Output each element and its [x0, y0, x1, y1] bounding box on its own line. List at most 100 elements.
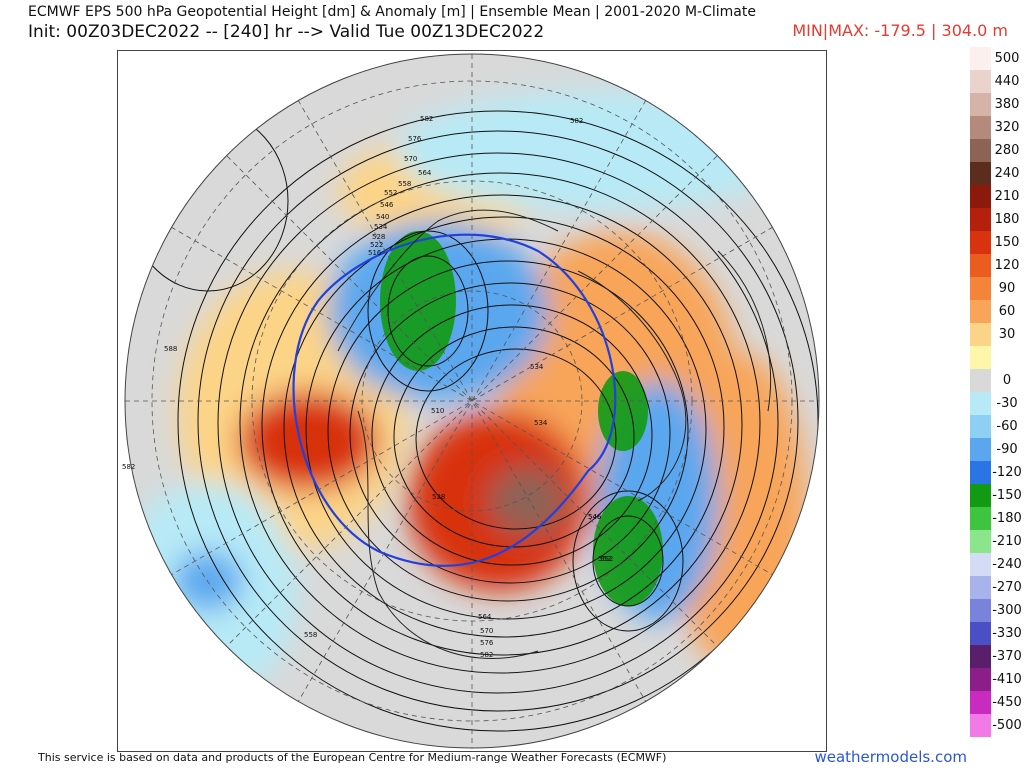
legend-swatch	[970, 530, 991, 553]
legend-entry: 180	[970, 208, 1022, 231]
polar-map: 582 576 570 564 558 552 546 540 534 528 …	[117, 50, 827, 752]
legend-swatch	[970, 231, 991, 254]
legend-label: 90	[998, 281, 1016, 296]
legend-swatch	[970, 438, 991, 461]
legend-swatch	[970, 553, 991, 576]
legend-swatch	[970, 369, 991, 392]
legend-entry: -30	[970, 392, 1022, 415]
legend-swatch	[970, 461, 991, 484]
legend-entry: 280	[970, 139, 1022, 162]
legend-label: -210	[992, 534, 1022, 549]
legend-label: -240	[992, 557, 1022, 572]
legend-label: 120	[994, 258, 1020, 273]
legend-entry: -330	[970, 622, 1022, 645]
legend-swatch	[970, 668, 991, 691]
legend-entry: 30	[970, 323, 1022, 346]
contour-label: 582	[570, 117, 583, 125]
legend-swatch	[970, 277, 991, 300]
legend-swatch	[970, 645, 991, 668]
contour-label: 516	[368, 249, 382, 257]
legend-entry: 150	[970, 231, 1022, 254]
contour-label: 564	[478, 613, 492, 621]
contour-label: 570	[480, 627, 493, 635]
min-max-readout: MIN|MAX: -179.5 | 304.0 m	[792, 21, 1008, 40]
legend-swatch	[970, 116, 991, 139]
legend-swatch	[970, 392, 991, 415]
legend-swatch	[970, 300, 991, 323]
legend-swatch	[970, 415, 991, 438]
legend-swatch	[970, 507, 991, 530]
legend-label: 180	[994, 212, 1020, 227]
legend-entry: -180	[970, 507, 1022, 530]
contour-label: 564	[418, 169, 432, 177]
legend-swatch	[970, 599, 991, 622]
legend-entry: 0	[970, 369, 1022, 392]
legend-entry: -210	[970, 530, 1022, 553]
legend-entry: -500	[970, 714, 1022, 737]
legend-swatch	[970, 346, 991, 369]
legend-entry: -370	[970, 645, 1022, 668]
anomaly-negative-east	[398, 91, 798, 211]
legend-entry: 60	[970, 300, 1022, 323]
contour-label: 576	[480, 639, 494, 647]
legend-swatch	[970, 714, 991, 737]
legend-label: -30	[996, 396, 1018, 411]
anomaly-green-1	[380, 231, 456, 371]
legend-entry: -410	[970, 668, 1022, 691]
legend-label: 500	[994, 51, 1020, 66]
contour-label: 570	[404, 155, 417, 163]
contour-label: 582	[122, 463, 135, 471]
anomaly-green-3	[593, 496, 663, 606]
legend-label: 320	[994, 120, 1020, 135]
legend-swatch	[970, 93, 991, 116]
legend-label: 240	[994, 166, 1020, 181]
legend-label: -180	[992, 511, 1022, 526]
legend-entry: -150	[970, 484, 1022, 507]
legend-label: -90	[996, 442, 1018, 457]
legend-swatch	[970, 576, 991, 599]
legend-entry: 500	[970, 47, 1022, 70]
anomaly-positive-greenland-core	[488, 466, 568, 536]
contour-label: 546	[588, 513, 602, 521]
contour-label: 558	[304, 631, 317, 639]
legend-label: -120	[992, 465, 1022, 480]
contour-label: 552	[384, 189, 397, 197]
contour-label: 582	[420, 115, 433, 123]
contour-552-blue	[292, 233, 617, 567]
contour-label: 540	[376, 213, 389, 221]
contour-label: 552	[598, 555, 611, 563]
legend-swatch	[970, 47, 991, 70]
contour-label: 522	[370, 241, 383, 249]
contour-label: 558	[398, 180, 411, 188]
legend-label: 0	[1002, 373, 1012, 388]
legend-label: -60	[996, 419, 1018, 434]
legend-entry: 90	[970, 277, 1022, 300]
legend-swatch	[970, 254, 991, 277]
legend-label: 30	[998, 327, 1016, 342]
legend-label: -150	[992, 488, 1022, 503]
contour-label: 510	[431, 407, 444, 415]
legend-swatch	[970, 185, 991, 208]
legend-swatch	[970, 70, 991, 93]
legend-label: 380	[994, 97, 1020, 112]
legend-swatch	[970, 208, 991, 231]
contour-label: 552	[600, 555, 613, 563]
legend-entry: -60	[970, 415, 1022, 438]
contour-label: 546	[380, 201, 394, 209]
legend-entry	[970, 346, 1022, 369]
legend-label: -500	[992, 718, 1022, 733]
legend-entry: -300	[970, 599, 1022, 622]
contour-label: 588	[164, 345, 177, 353]
legend-entry: 120	[970, 254, 1022, 277]
legend-entry: 380	[970, 93, 1022, 116]
map-title: ECMWF EPS 500 hPa Geopotential Height [d…	[28, 4, 756, 20]
legend-label: -410	[992, 672, 1022, 687]
legend-swatch	[970, 139, 991, 162]
brand-link[interactable]: weathermodels.com	[814, 748, 967, 766]
contour-label: 582	[480, 651, 493, 659]
legend-swatch	[970, 162, 991, 185]
legend-entry: 440	[970, 70, 1022, 93]
legend-label: -300	[992, 603, 1022, 618]
anomaly-color-legend: 500 440 380 320 280 240 210 180 150 120 90 60 30 0 -30…	[970, 47, 1022, 737]
legend-swatch	[970, 484, 991, 507]
